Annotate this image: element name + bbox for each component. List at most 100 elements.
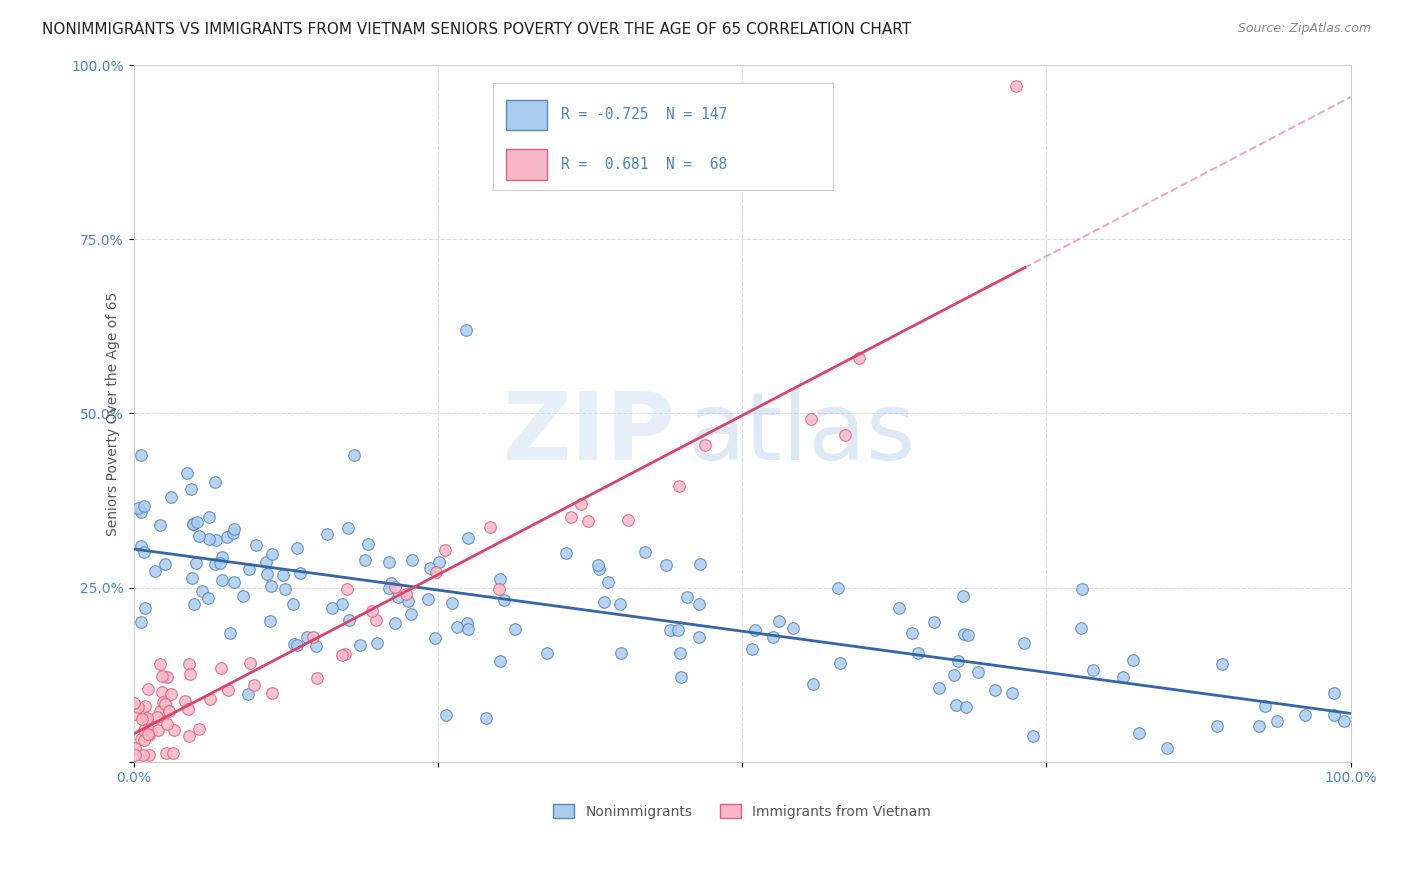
Point <box>148 723 170 737</box>
Point <box>1254 699 1277 714</box>
Point <box>560 510 582 524</box>
Point <box>427 555 450 569</box>
Point <box>357 537 380 551</box>
Point <box>1122 653 1144 667</box>
Point <box>211 573 233 587</box>
Point <box>330 648 353 662</box>
Point <box>238 562 260 576</box>
Legend: Nonimmigrants, Immigrants from Vietnam: Nonimmigrants, Immigrants from Vietnam <box>548 798 936 824</box>
Point <box>928 681 950 695</box>
Point <box>146 710 169 724</box>
Point <box>554 547 576 561</box>
Point <box>336 582 359 596</box>
Point <box>569 498 592 512</box>
Point <box>198 510 221 524</box>
Point <box>176 466 198 480</box>
Text: atlas: atlas <box>688 388 915 480</box>
Point <box>316 526 339 541</box>
Point <box>1001 686 1024 700</box>
Point <box>335 647 357 661</box>
Point <box>307 672 329 686</box>
Point <box>245 538 267 552</box>
Point <box>124 706 146 721</box>
Point <box>177 729 200 743</box>
Point <box>222 575 245 590</box>
Point <box>399 607 422 621</box>
Point <box>132 723 155 738</box>
Point <box>155 746 177 760</box>
Point <box>576 514 599 528</box>
Point <box>256 566 278 581</box>
Point <box>689 557 711 571</box>
Point <box>160 490 183 504</box>
Point <box>901 626 924 640</box>
Point <box>152 695 174 709</box>
Point <box>184 556 207 570</box>
Point <box>132 747 155 762</box>
Point <box>349 638 371 652</box>
Point <box>134 601 156 615</box>
Point <box>418 592 440 607</box>
Point <box>456 615 478 630</box>
Point <box>655 558 678 573</box>
Point <box>302 630 325 644</box>
Point <box>488 582 510 596</box>
Point <box>943 668 966 682</box>
Point <box>134 733 156 747</box>
Point <box>479 519 502 533</box>
Point <box>285 638 308 652</box>
Point <box>132 545 155 559</box>
Point <box>204 475 226 489</box>
Point <box>124 741 146 756</box>
Point <box>1128 725 1150 739</box>
Point <box>138 728 160 742</box>
Point <box>211 550 233 565</box>
Point <box>187 723 209 737</box>
Point <box>1247 719 1270 733</box>
Point <box>153 697 176 711</box>
Point <box>149 704 172 718</box>
Point <box>260 578 283 592</box>
Point <box>434 542 457 557</box>
Point <box>134 699 156 714</box>
Point <box>136 711 159 725</box>
Point <box>401 553 423 567</box>
Point <box>139 723 162 738</box>
Point <box>1005 78 1028 93</box>
Point <box>136 727 159 741</box>
Point <box>160 687 183 701</box>
Point <box>209 661 232 675</box>
Point <box>1022 729 1045 743</box>
Point <box>173 694 195 708</box>
Point <box>1156 740 1178 755</box>
Text: NONIMMIGRANTS VS IMMIGRANTS FROM VIETNAM SENIORS POVERTY OVER THE AGE OF 65 CORR: NONIMMIGRANTS VS IMMIGRANTS FROM VIETNAM… <box>42 22 911 37</box>
Point <box>236 687 259 701</box>
Point <box>1070 622 1092 636</box>
Point <box>945 698 967 713</box>
Point <box>609 597 631 611</box>
Point <box>922 615 945 629</box>
Point <box>666 623 689 637</box>
Point <box>744 624 766 638</box>
Point <box>762 630 785 644</box>
Point <box>219 626 242 640</box>
Point <box>197 591 219 605</box>
Point <box>688 630 710 644</box>
Point <box>177 657 200 672</box>
Point <box>1294 708 1316 723</box>
Point <box>135 713 157 727</box>
Point <box>217 530 239 544</box>
Point <box>129 448 152 462</box>
Point <box>384 615 406 630</box>
Point <box>668 646 690 660</box>
Point <box>593 595 616 609</box>
Point <box>634 545 657 559</box>
Point <box>394 587 416 601</box>
Point <box>1211 657 1233 671</box>
Point <box>536 647 558 661</box>
Point <box>948 654 970 668</box>
Point <box>187 529 209 543</box>
Point <box>288 566 311 580</box>
Point <box>260 686 283 700</box>
Point <box>208 556 231 570</box>
